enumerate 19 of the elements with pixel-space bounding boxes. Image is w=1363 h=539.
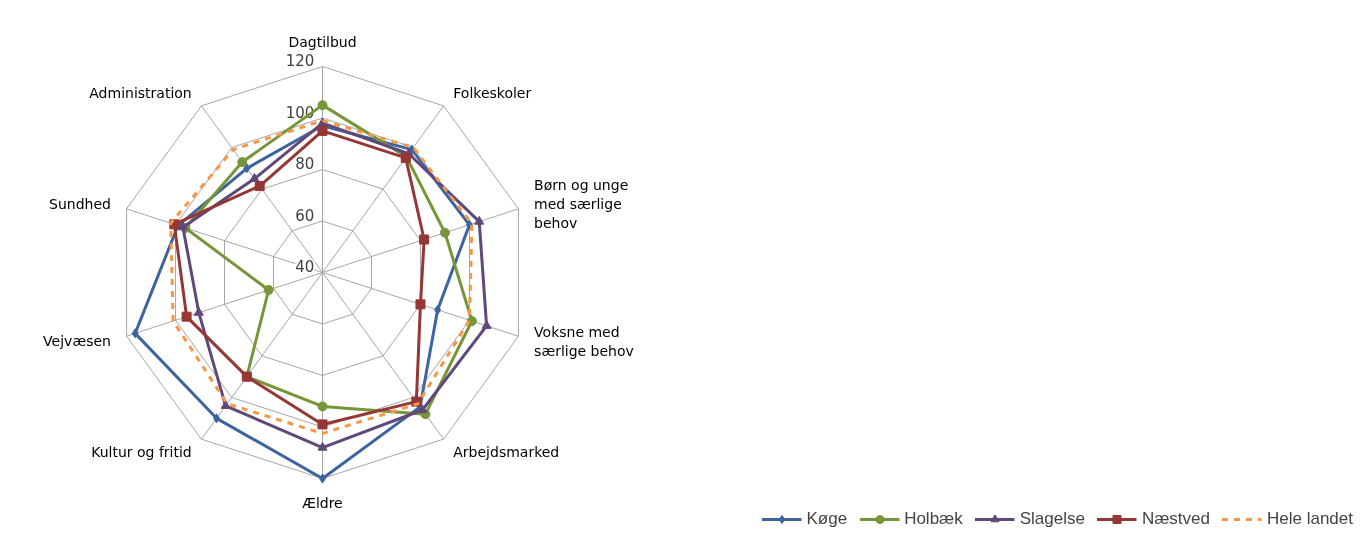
y-tick-label: 60 — [295, 206, 315, 225]
y-tick-label: 120 — [285, 52, 315, 71]
y-tick-label: 40 — [295, 258, 315, 277]
legend-label: Næstved — [1141, 509, 1210, 529]
spoke-label: Kultur og fritid — [91, 444, 192, 461]
legend-label: Køge — [806, 509, 848, 529]
y-tick-label: 80 — [295, 155, 315, 174]
spoke-label: Vejvæsen — [43, 333, 111, 350]
spoke-label: Børn og unge med særlige behov — [534, 176, 629, 231]
legend-label: Hele landet — [1266, 509, 1353, 529]
spoke-label: Arbejdsmarked — [453, 444, 560, 461]
spoke-label: Dagtilbud — [288, 34, 357, 51]
legend-label: Holbæk — [904, 509, 963, 529]
spoke-label: Administration — [89, 84, 192, 101]
legend-label: Slagelse — [1019, 509, 1085, 529]
spoke-label: Sundhed — [49, 195, 111, 212]
spoke-label: Ældre — [302, 494, 343, 511]
spoke-label: Voksne med særlige behov — [534, 323, 634, 359]
spoke-label: Folkeskoler — [453, 84, 532, 101]
